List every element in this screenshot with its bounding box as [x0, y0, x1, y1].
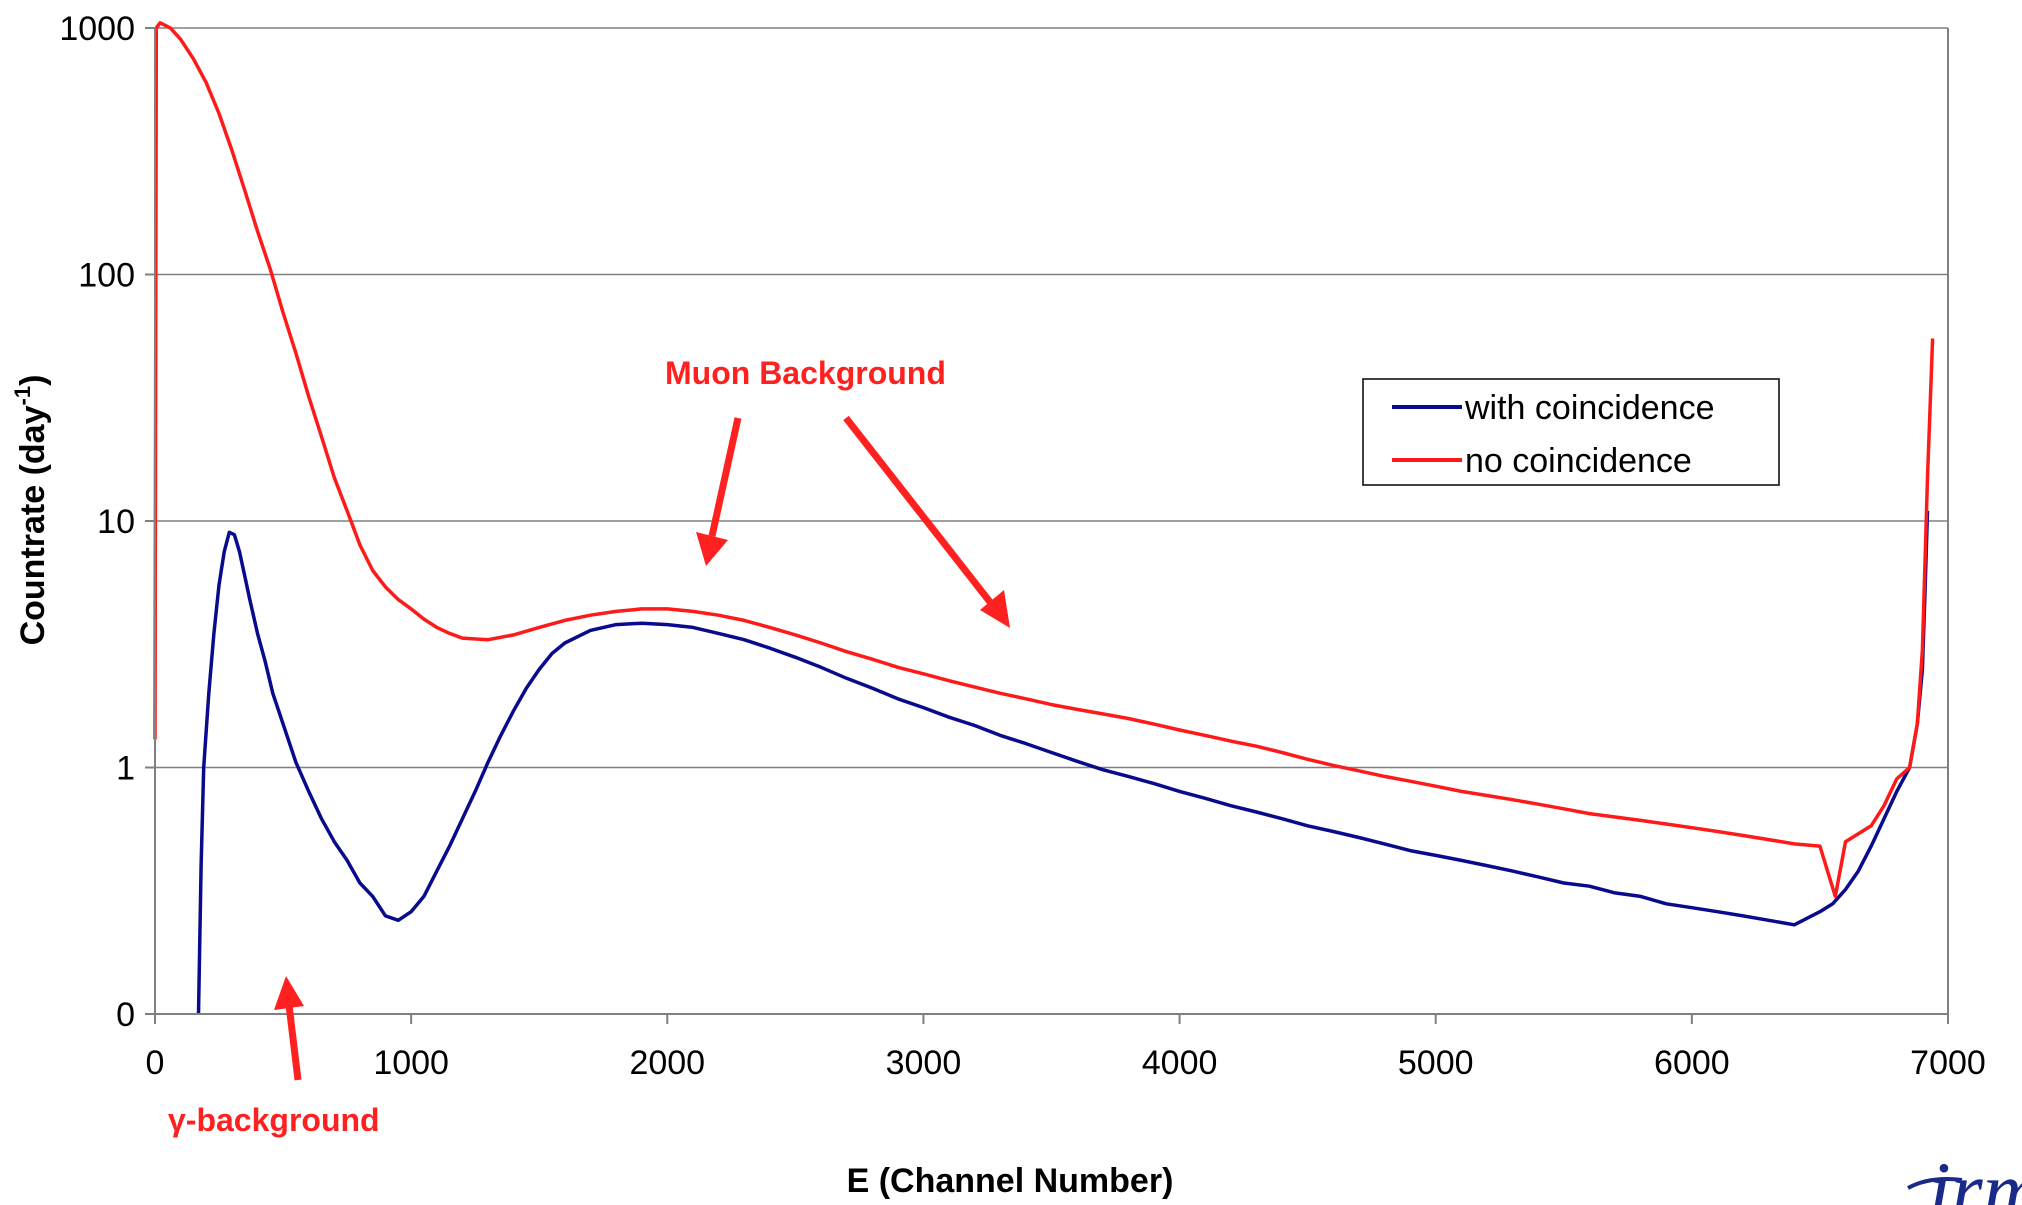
annotation-muon-background-label: Muon Background	[665, 355, 946, 391]
y-tick-label-0: 0	[116, 996, 135, 1034]
y-axis-title-main: Countrate (day	[14, 405, 52, 645]
y-tick-label-100: 100	[78, 257, 135, 295]
legend: with coincidence no coincidence	[1362, 378, 1780, 486]
plot-lines	[153, 21, 1935, 1015]
x-tick-label-5000: 5000	[1398, 1044, 1474, 1082]
series-line-no-coincidence	[153, 21, 1935, 899]
logo-swoosh	[1907, 1177, 1963, 1190]
x-tick-label-2000: 2000	[629, 1044, 705, 1082]
gamma-arrow-head	[274, 976, 304, 1010]
tick-labels: 0 1 10 100 1000 0 1000 2000 3000 4000 5000 6000 7000	[59, 10, 1985, 1082]
x-tick-label-0: 0	[146, 1044, 165, 1082]
muon-arrow-right-head	[980, 590, 1010, 628]
annotation-gamma-background-label: γ-background	[168, 1102, 380, 1138]
y-axis-title-superscript: -1	[10, 386, 35, 406]
legend-label-no-coincidence: no coincidence	[1465, 442, 1692, 480]
y-axis-title: Countrate (day-1)	[10, 375, 52, 646]
x-tick-label-1000: 1000	[373, 1044, 449, 1082]
muon-arrow-left-head	[696, 532, 728, 566]
x-tick-label-7000: 7000	[1910, 1044, 1986, 1082]
x-tick-label-6000: 6000	[1654, 1044, 1730, 1082]
x-axis-title: E (Channel Number)	[847, 1162, 1174, 1200]
legend-label-with-coincidence: with coincidence	[1464, 389, 1714, 427]
annotation-gamma-background: γ-background	[168, 976, 380, 1138]
legend-box	[1362, 378, 1780, 486]
muon-arrow-left-shaft	[708, 417, 742, 537]
axes	[145, 27, 1949, 1024]
y-tick-label-1: 1	[116, 750, 135, 788]
y-tick-label-10: 10	[97, 503, 135, 541]
gridlines	[155, 27, 1948, 769]
y-tick-label-1000: 1000	[59, 10, 135, 48]
logo-mark: irm	[1928, 1145, 2022, 1205]
x-tick-label-3000: 3000	[886, 1044, 962, 1082]
logo: irm	[1907, 1145, 2022, 1205]
gamma-arrow-shaft	[285, 1004, 302, 1081]
y-axis-title-end: )	[14, 375, 52, 386]
x-tick-label-4000: 4000	[1142, 1044, 1218, 1082]
muon-arrow-right-shaft	[843, 415, 993, 605]
series-line-with-coincidence	[196, 510, 1930, 1015]
annotation-muon-background: Muon Background	[665, 355, 1010, 628]
